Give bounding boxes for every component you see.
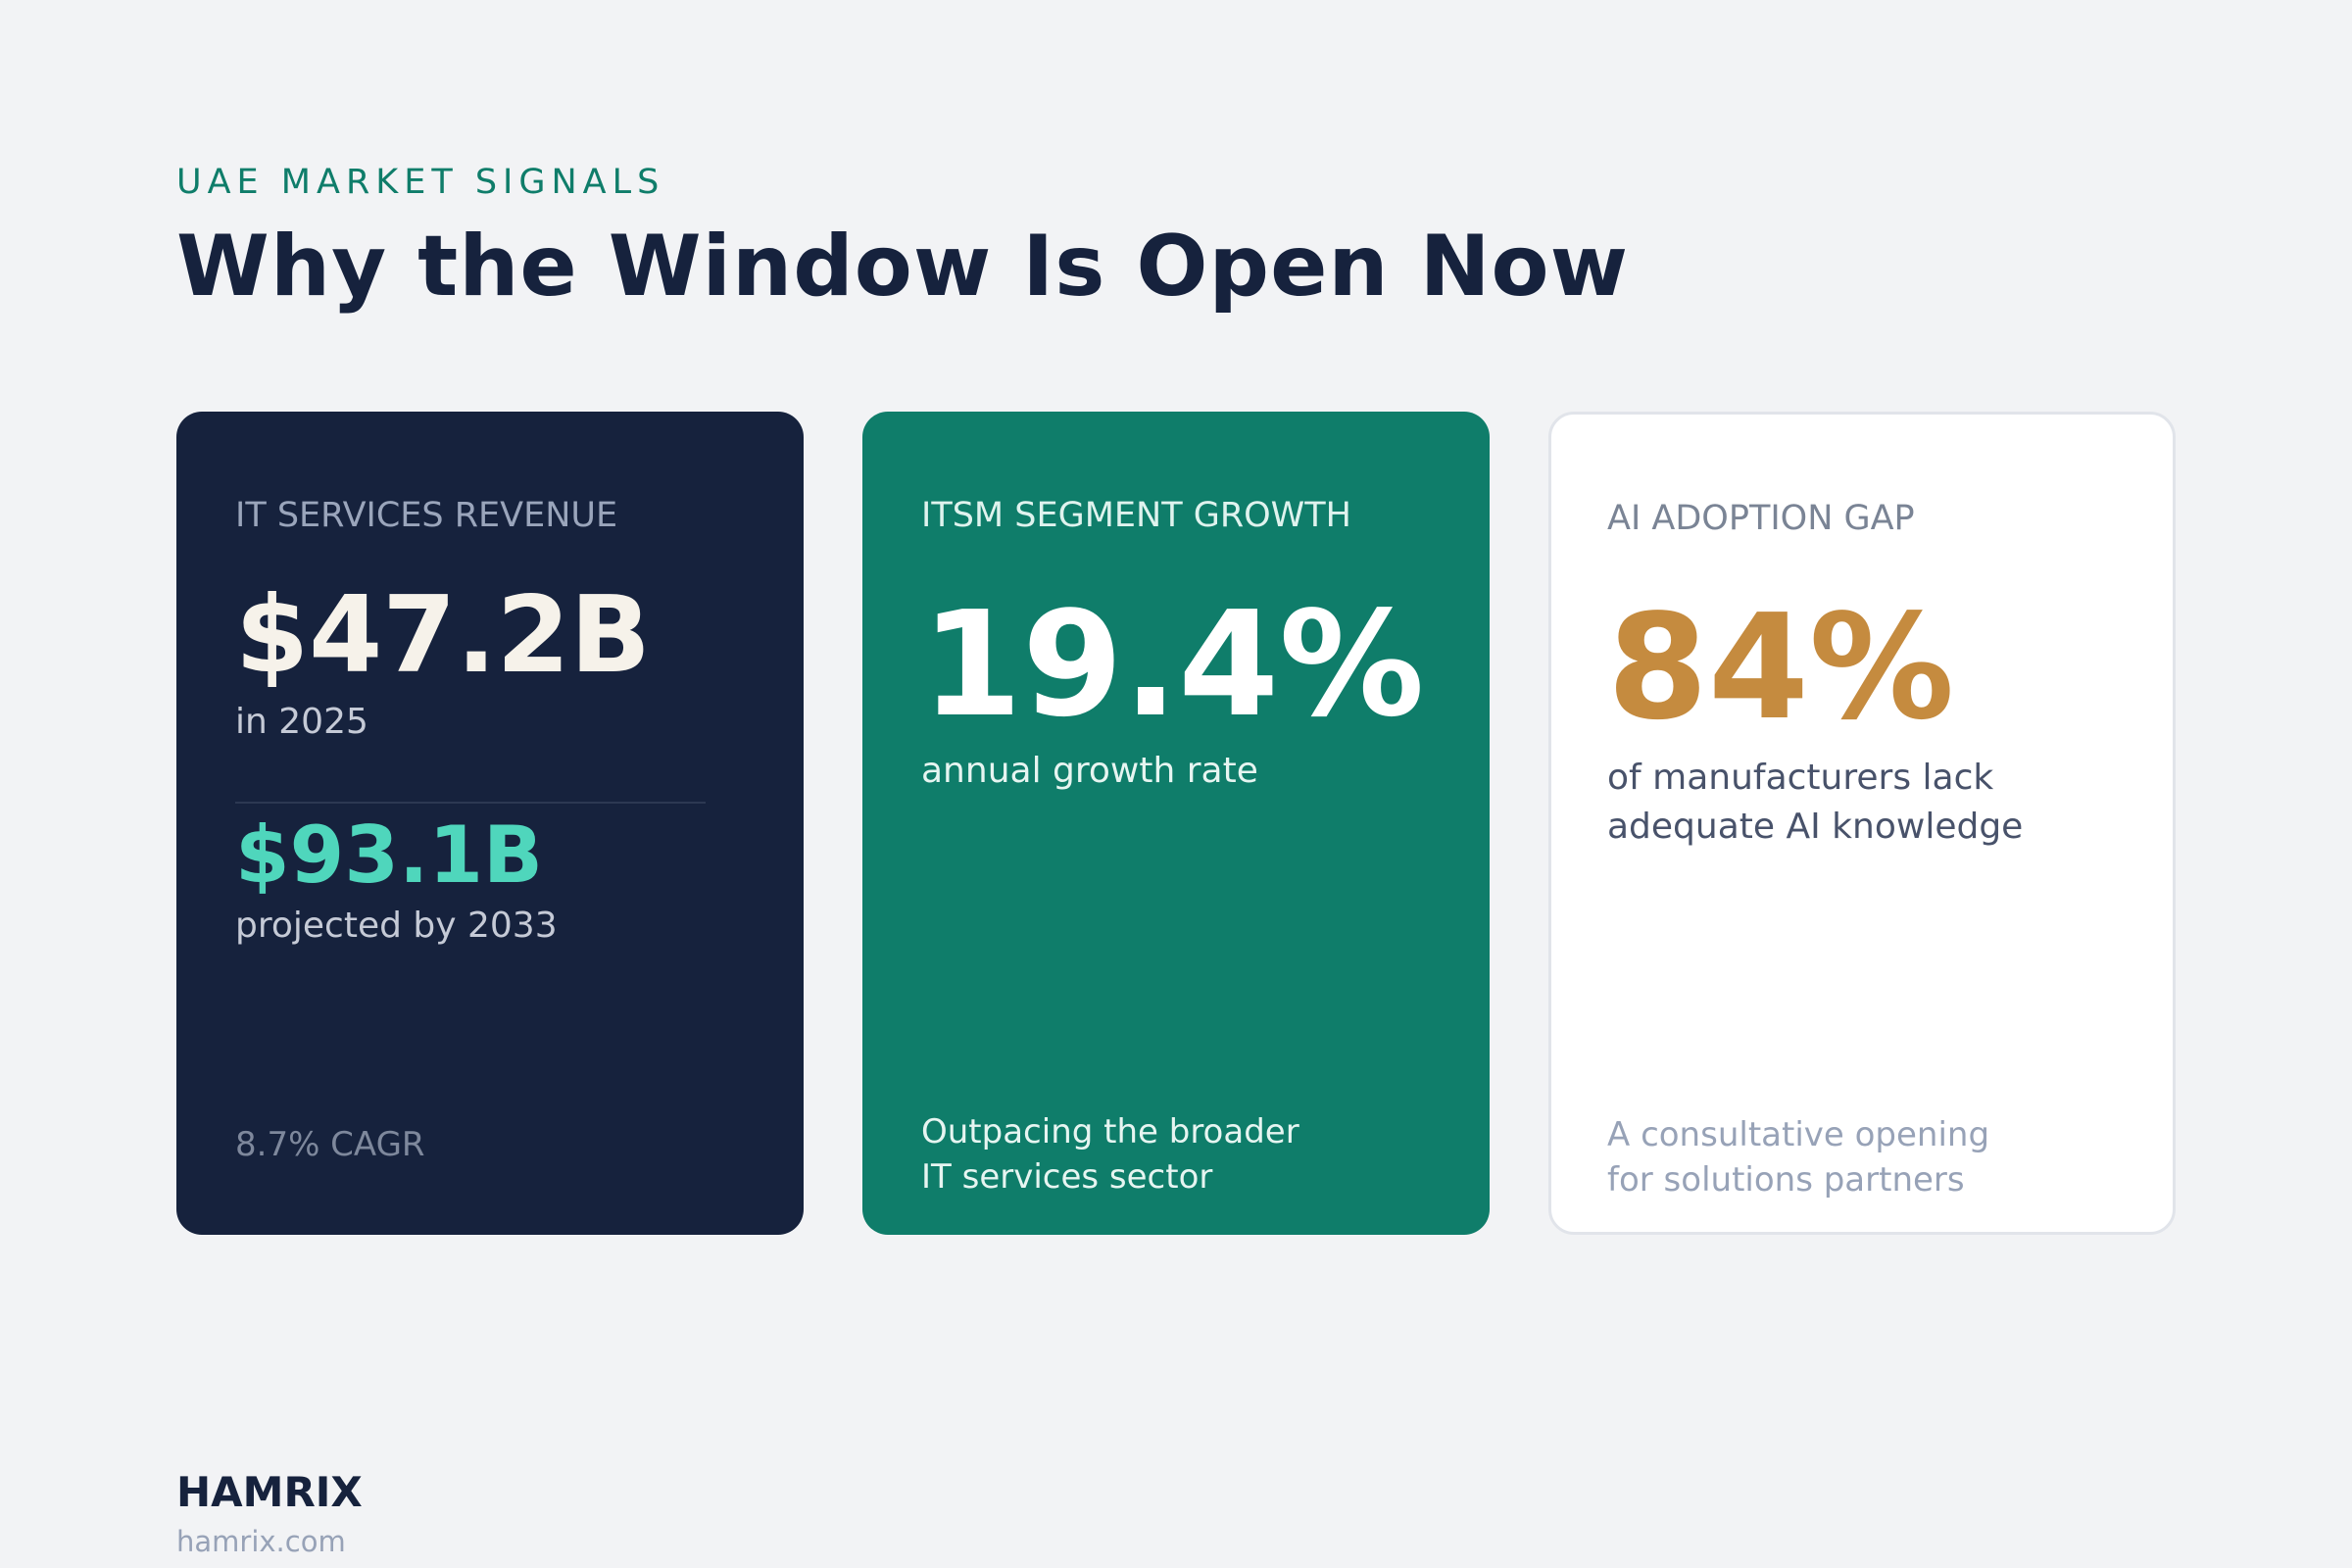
caption-line: adequate AI knowledge <box>1607 807 2024 847</box>
growth-caption: annual growth rate <box>921 751 1258 791</box>
card-label: IT SERVICES REVENUE <box>235 496 618 535</box>
section-eyebrow: UAE MARKET SIGNALS <box>176 163 665 202</box>
card-label: ITSM SEGMENT GROWTH <box>921 496 1351 535</box>
card-label: AI ADOPTION GAP <box>1607 499 1915 538</box>
caption-line: of manufacturers lack <box>1607 758 1994 798</box>
growth-footnote: Outpacing the broader IT services sector <box>921 1109 1411 1200</box>
card-it-services-revenue: IT SERVICES REVENUE $47.2B in 2025 $93.1… <box>176 412 804 1235</box>
adoption-gap-footnote: A consultative opening for solutions par… <box>1607 1112 2097 1202</box>
footnote-line: Outpacing the broader <box>921 1112 1299 1152</box>
page-title: Why the Window Is Open Now <box>176 218 1630 316</box>
brand-url[interactable]: hamrix.com <box>176 1525 346 1558</box>
projected-caption: projected by 2033 <box>235 906 558 946</box>
footnote-line: IT services sector <box>921 1157 1213 1197</box>
footnote-line: A consultative opening <box>1607 1115 1990 1154</box>
adoption-gap-caption: of manufacturers lack adequate AI knowle… <box>1607 754 2117 852</box>
revenue-caption: in 2025 <box>235 702 368 742</box>
projected-value: $93.1B <box>235 809 544 901</box>
divider <box>235 802 706 804</box>
growth-value: 19.4% <box>921 580 1425 749</box>
card-ai-adoption-gap: AI ADOPTION GAP 84% of manufacturers lac… <box>1548 412 2176 1235</box>
brand-name: HAMRIX <box>176 1468 363 1516</box>
adoption-gap-value: 84% <box>1607 583 1955 752</box>
cagr-footnote: 8.7% CAGR <box>235 1125 425 1164</box>
revenue-value: $47.2B <box>235 574 651 697</box>
card-itsm-segment-growth: ITSM SEGMENT GROWTH 19.4% annual growth … <box>862 412 1490 1235</box>
footnote-line: for solutions partners <box>1607 1160 1965 1200</box>
